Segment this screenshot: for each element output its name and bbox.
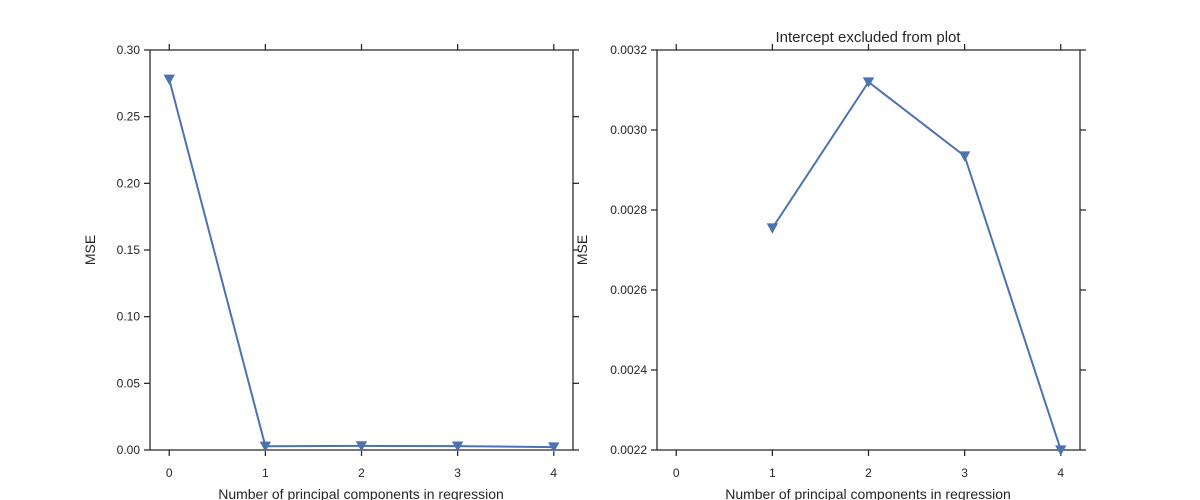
left-y-tick-label: 0.10: [117, 310, 141, 324]
right-x-tick-label: 2: [865, 466, 872, 480]
left-data-point: [548, 442, 560, 453]
left-x-tick-label: 4: [550, 466, 557, 480]
right-series: [766, 77, 1067, 456]
right-x-ticks: 0 1 2 3 4: [673, 44, 1064, 480]
left-x-tick-label: 2: [358, 466, 365, 480]
left-y-axis-label: MSE: [82, 235, 98, 265]
right-y-tick-label: 0.0024: [610, 363, 647, 377]
right-x-tick-label: 1: [769, 466, 776, 480]
right-y-tick-label: 0.0028: [610, 203, 647, 217]
left-series: [163, 74, 560, 453]
right-x-tick-label: 3: [961, 466, 968, 480]
right-data-point: [862, 77, 875, 88]
left-data-point: [259, 441, 272, 452]
mse-plot-left: 0.00 0.05 0.10 0.15 0.20 0.25 0.30 0 1 2 3 4 Numbe…: [82, 43, 579, 500]
right-data-point: [958, 151, 971, 162]
left-y-tick-label: 0.00: [117, 443, 141, 457]
mse-plot-right: 0.0022 0.0024 0.0026 0.0028 0.0030 0.0032 0 1 2…: [574, 29, 1086, 500]
right-x-axis-label: Number of principal components in regres…: [725, 486, 1011, 500]
left-y-tick-label: 0.30: [117, 43, 141, 57]
left-x-tick-label: 1: [262, 466, 269, 480]
left-y-tick-label: 0.20: [117, 176, 141, 190]
right-data-point: [1055, 445, 1067, 456]
left-y-tick-label: 0.25: [117, 110, 141, 124]
right-data-point: [766, 223, 779, 234]
left-x-tick-label: 0: [166, 466, 173, 480]
right-y-axis-label: MSE: [574, 235, 590, 265]
right-y-tick-label: 0.0022: [610, 443, 647, 457]
right-y-tick-label: 0.0032: [610, 43, 647, 57]
right-series-line: [771, 81, 1062, 451]
right-y-ticks: 0.0022 0.0024 0.0026 0.0028 0.0030 0.0032: [610, 43, 1086, 457]
right-x-tick-label: 0: [673, 466, 680, 480]
left-y-tick-label: 0.15: [117, 243, 141, 257]
left-x-axis-label: Number of principal components in regres…: [218, 486, 504, 500]
right-y-tick-label: 0.0026: [610, 283, 647, 297]
left-x-ticks: 0 1 2 3 4: [166, 44, 557, 480]
left-data-point: [451, 441, 464, 452]
left-data-point: [163, 74, 175, 85]
right-chart-title: Intercept excluded from plot: [775, 29, 961, 46]
right-x-tick-label: 4: [1057, 466, 1064, 480]
left-y-ticks: 0.00 0.05 0.10 0.15 0.20 0.25 0.30: [117, 43, 579, 457]
left-x-tick-label: 3: [454, 466, 461, 480]
left-data-point: [355, 441, 368, 452]
right-y-tick-label: 0.0030: [610, 123, 647, 137]
left-y-tick-label: 0.05: [117, 376, 141, 390]
